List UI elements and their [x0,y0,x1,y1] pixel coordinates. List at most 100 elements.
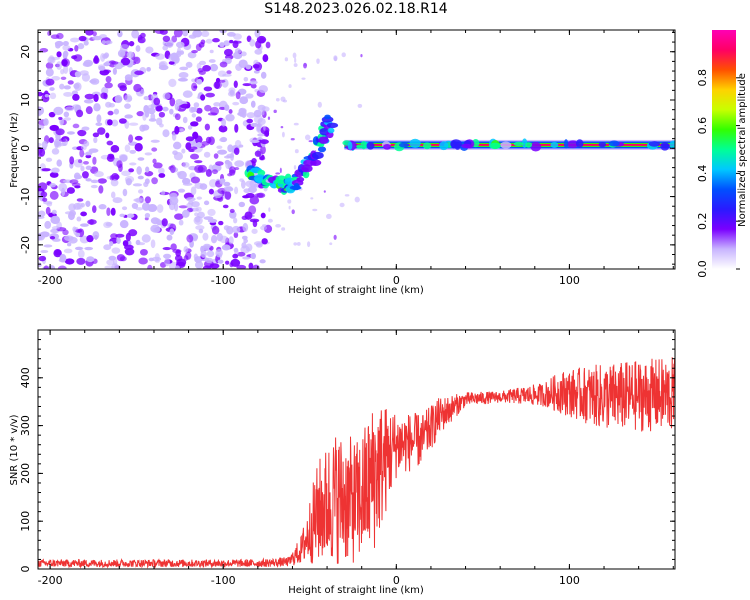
tone-blob [598,141,607,148]
noise-blob [211,226,220,235]
noise-blob [267,218,273,223]
noise-blob [116,237,121,245]
noise-blob [288,84,292,89]
noise-blob [49,87,55,91]
noise-blob [227,173,233,177]
noise-blob [263,125,266,131]
noise-blob [147,204,158,213]
noise-blob [217,187,227,194]
noise-blob [204,123,210,131]
noise-blob [133,56,141,65]
noise-blob [113,108,120,115]
snr-x-tick-label: -200 [38,574,63,587]
noise-blob [238,59,248,69]
noise-blob [222,73,232,77]
noise-blob [90,78,100,85]
noise-blob [69,210,77,217]
noise-blob [181,148,186,154]
noise-blob [248,205,257,215]
noise-blob [185,61,193,68]
tone-blob [398,142,410,148]
noise-blob [316,58,320,64]
noise-blob [240,51,247,57]
noise-blob [233,232,239,238]
noise-blob [124,103,131,109]
noise-blob [185,142,192,150]
noise-blob [280,125,284,129]
noise-blob [63,85,71,90]
noise-blob [194,261,204,269]
noise-blob [80,165,85,172]
noise-blob [145,166,150,173]
noise-blob [208,179,218,188]
noise-blob [86,256,95,263]
noise-blob [74,174,83,180]
noise-blob [52,238,61,242]
noise-blob [71,55,78,60]
noise-blob [76,198,84,202]
noise-blob [92,56,100,64]
noise-blob [129,149,137,154]
noise-blob [119,154,128,162]
noise-blob [246,118,253,124]
noise-blob [105,132,110,139]
noise-blob [112,67,117,75]
noise-blob [110,207,116,216]
colorbar-tick-label: 0.2 [696,212,709,230]
noise-blob [111,61,119,65]
noise-blob [170,243,177,251]
noise-blob [219,61,228,68]
noise-blob [124,144,131,153]
noise-blob [56,61,62,70]
spectrogram-y-tick-label: 0 [19,145,32,152]
noise-blob [221,244,231,251]
noise-blob [74,229,83,233]
noise-blob [212,38,220,43]
noise-blob [148,118,157,122]
noise-blob [93,170,104,178]
noise-blob [253,241,264,246]
noise-blob [144,196,151,204]
tone-blob [366,141,375,150]
noise-blob [280,96,286,102]
noise-blob [62,44,71,51]
noise-blob [301,77,306,80]
noise-blob [262,224,267,227]
noise-blob [154,253,160,261]
noise-blob [233,80,238,88]
noise-blob [92,205,97,213]
noise-blob [171,132,177,141]
noise-blob [265,41,271,49]
noise-blob [124,114,133,119]
noise-blob [103,62,111,67]
noise-blob [242,195,250,199]
noise-blob [258,37,266,44]
noise-blob [106,259,115,266]
noise-blob [38,182,48,191]
noise-blob [79,149,85,158]
noise-blob [258,85,268,94]
noise-blob [135,197,145,204]
noise-blob [62,40,69,46]
noise-blob [82,61,92,67]
noise-blob [344,194,350,197]
noise-blob [137,189,144,194]
noise-blob [48,111,56,118]
noise-blob [294,57,297,63]
noise-blob [131,30,140,39]
noise-blob [137,175,144,180]
snr-y-tick-label: 200 [19,463,32,484]
noise-blob [76,216,82,222]
noise-blob [97,178,107,184]
noise-blob [141,234,151,243]
snr-x-ticks: -200 -100 0 100 [38,330,674,587]
snr-frame [37,329,676,570]
noise-blob [126,51,134,59]
noise-blob [207,112,218,116]
noise-blob [243,188,251,194]
noise-blob [124,175,135,183]
noise-blob [134,143,143,152]
colorbar-tick-label: 0.6 [696,117,709,135]
noise-blob [254,30,261,38]
noise-blob [275,172,281,175]
